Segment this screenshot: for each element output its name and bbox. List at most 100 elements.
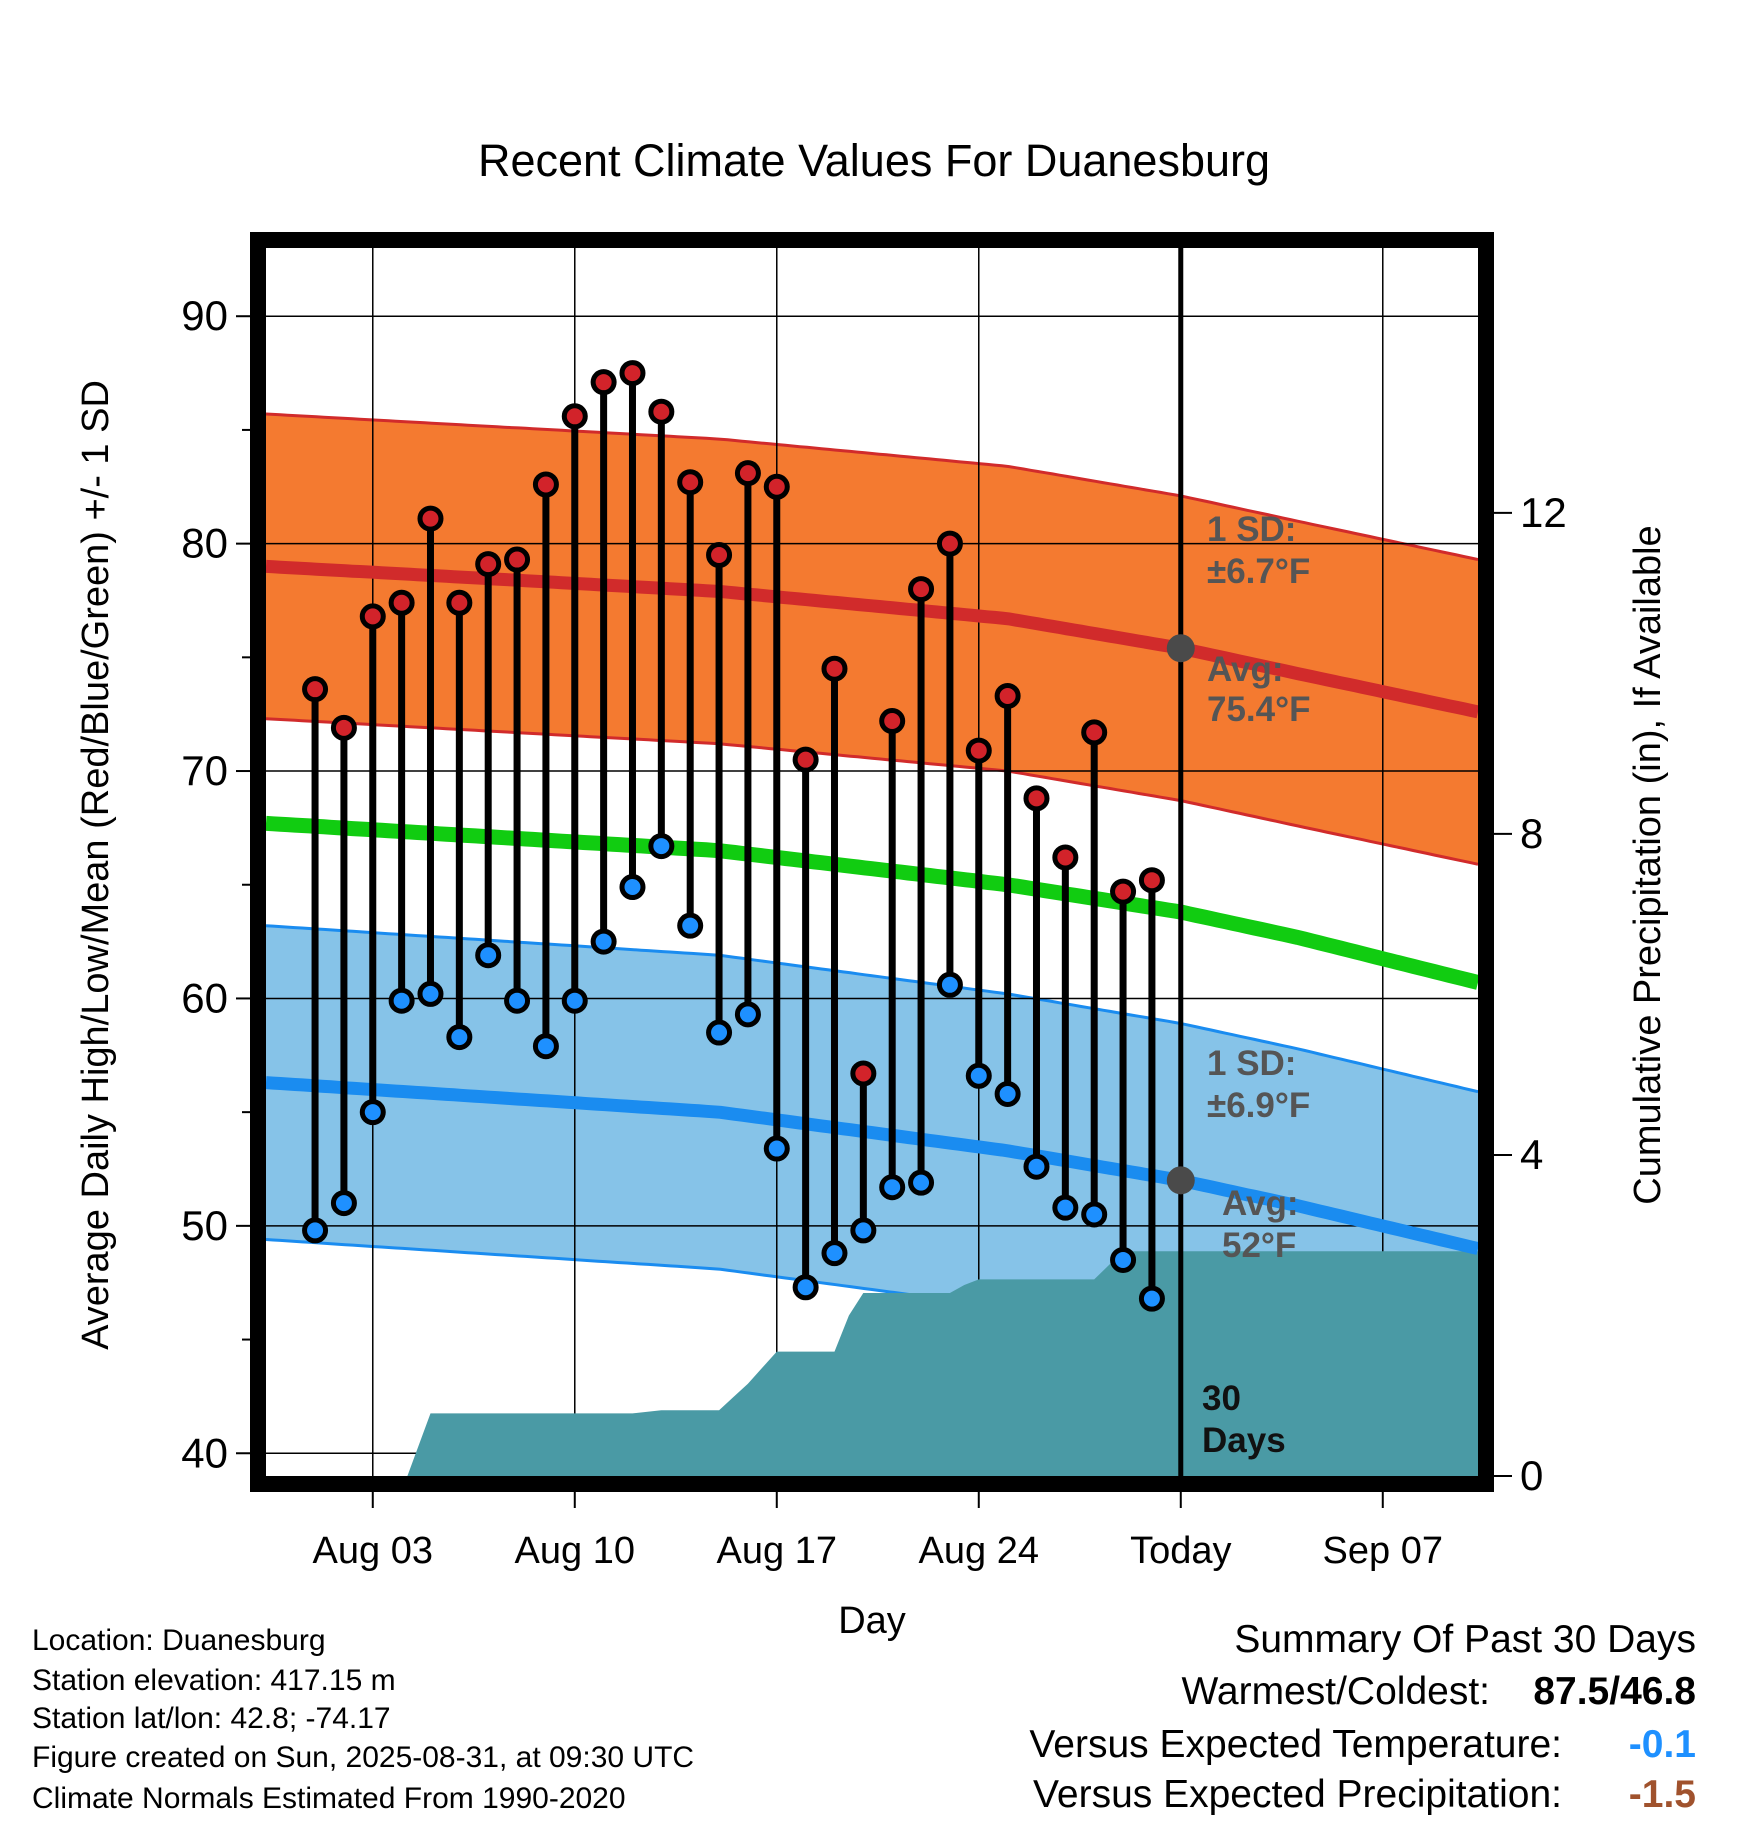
daily-high-point xyxy=(994,682,1021,709)
daily-high-point xyxy=(908,576,935,603)
footer-latlon: Station lat/lon: 42.8; -74.17 xyxy=(32,1702,391,1735)
daily-low-point xyxy=(850,1217,877,1244)
daily-low-point xyxy=(1081,1201,1108,1228)
daily-high-point xyxy=(359,603,386,630)
y2-tick-label: 12 xyxy=(1520,489,1567,536)
x-tick-label: Sep 07 xyxy=(1323,1530,1443,1572)
high-sd-upper-edge xyxy=(266,412,1478,561)
high-sd-label: 1 SD: xyxy=(1207,510,1296,549)
daily-high-point xyxy=(446,589,473,616)
daily-low-point xyxy=(590,928,617,955)
daily-high-point xyxy=(1023,785,1050,812)
normal-mean-line xyxy=(266,815,1478,990)
summary-temp-value: -0.1 xyxy=(1629,1723,1696,1766)
daily-low-point xyxy=(648,833,675,860)
normal-high-line xyxy=(266,559,1478,719)
daily-low-point xyxy=(330,1190,357,1217)
daily-low-point xyxy=(763,1135,790,1162)
summary-temp-label: Versus Expected Temperature: xyxy=(1029,1723,1562,1766)
daily-low-point xyxy=(619,874,646,901)
daily-high-point xyxy=(677,469,704,496)
x-tick-label: Today xyxy=(1130,1530,1231,1572)
daily-low-point xyxy=(1110,1246,1137,1273)
summary-precip-value: -1.5 xyxy=(1629,1773,1696,1816)
daily-high-point xyxy=(475,551,502,578)
summary-title: Summary Of Past 30 Days xyxy=(1234,1618,1696,1661)
daily-low-point xyxy=(706,1019,733,1046)
daily-high-point xyxy=(965,737,992,764)
high-avg-value: 75.4°F xyxy=(1207,690,1311,729)
high-avg-marker xyxy=(1166,634,1195,663)
daily-high-point xyxy=(734,460,761,487)
daily-low-point xyxy=(302,1217,329,1244)
high-sd-value: ±6.7°F xyxy=(1207,552,1310,591)
high-sd-lower-edge xyxy=(266,717,1478,866)
daily-low-point xyxy=(936,971,963,998)
daily-high-point xyxy=(821,655,848,682)
chart-title: Recent Climate Values For Duanesburg xyxy=(478,135,1270,186)
days-label-word: Days xyxy=(1202,1421,1286,1460)
daily-low-point xyxy=(965,1062,992,1089)
footer-elevation: Station elevation: 417.15 m xyxy=(32,1664,396,1697)
daily-low-point xyxy=(532,1033,559,1060)
daily-high-point xyxy=(619,360,646,387)
x-tick-label: Aug 03 xyxy=(313,1530,433,1572)
y-axis-label: Average Daily High/Low/Mean (Red/Blue/Gr… xyxy=(75,380,117,1350)
daily-high-point xyxy=(417,505,444,532)
daily-low-point xyxy=(388,987,415,1014)
summary-warm-cold-label: Warmest/Coldest: xyxy=(1182,1670,1490,1713)
summary-precip-label: Versus Expected Precipitation: xyxy=(1033,1773,1562,1816)
daily-low-point xyxy=(994,1080,1021,1107)
low-avg-label: Avg: xyxy=(1222,1184,1298,1223)
y-tick-label: 60 xyxy=(181,974,228,1021)
low-sd-label: 1 SD: xyxy=(1207,1044,1296,1083)
y-tick-label: 80 xyxy=(181,520,228,567)
high-sd-band xyxy=(266,414,1478,865)
plot-frame xyxy=(250,232,1494,1492)
daily-low-point xyxy=(417,980,444,1007)
daily-low-point xyxy=(677,912,704,939)
daily-low-point xyxy=(1138,1285,1165,1312)
precip-area xyxy=(407,1251,1478,1476)
daily-high-point xyxy=(1138,867,1165,894)
daily-high-point xyxy=(388,589,415,616)
daily-high-point xyxy=(330,714,357,741)
daily-low-point xyxy=(792,1274,819,1301)
low-sd-upper-edge xyxy=(266,924,1478,1094)
y2-tick-label: 0 xyxy=(1520,1452,1543,1499)
y-tick-label: 90 xyxy=(181,292,228,339)
daily-high-point xyxy=(706,542,733,568)
y-tick-label: 40 xyxy=(181,1429,228,1476)
daily-high-point xyxy=(1110,878,1137,905)
daily-high-point xyxy=(936,530,963,557)
y2-tick-label: 8 xyxy=(1520,810,1543,857)
daily-high-point xyxy=(1052,844,1079,871)
x-tick-label: Aug 10 xyxy=(515,1530,635,1572)
y-tick-label: 50 xyxy=(181,1202,228,1249)
daily-low-point xyxy=(359,1099,386,1126)
daily-high-point xyxy=(302,676,329,703)
daily-high-point xyxy=(763,473,790,500)
daily-high-point xyxy=(792,746,819,773)
daily-low-point xyxy=(734,1001,761,1028)
daily-low-point xyxy=(475,942,502,969)
daily-low-point xyxy=(821,1240,848,1267)
y2-axis-label: Cumulative Precipitation (in), If Availa… xyxy=(1627,525,1669,1204)
daily-high-point xyxy=(850,1060,877,1087)
daily-low-point xyxy=(879,1174,906,1201)
daily-low-point xyxy=(561,987,588,1014)
daily-low-point xyxy=(908,1169,935,1196)
daily-high-point xyxy=(590,369,617,396)
low-sd-value: ±6.9°F xyxy=(1207,1086,1310,1125)
y-tick-label: 70 xyxy=(181,747,228,794)
low-avg-marker xyxy=(1166,1166,1195,1195)
daily-high-point xyxy=(532,471,559,498)
high-avg-label: Avg: xyxy=(1207,650,1283,689)
low-avg-value: 52°F xyxy=(1222,1226,1296,1265)
daily-high-point xyxy=(561,403,588,430)
x-tick-label: Aug 17 xyxy=(717,1530,837,1572)
daily-low-point xyxy=(446,1024,473,1051)
footer-location: Location: Duanesburg xyxy=(32,1624,326,1657)
daily-high-point xyxy=(879,708,906,735)
